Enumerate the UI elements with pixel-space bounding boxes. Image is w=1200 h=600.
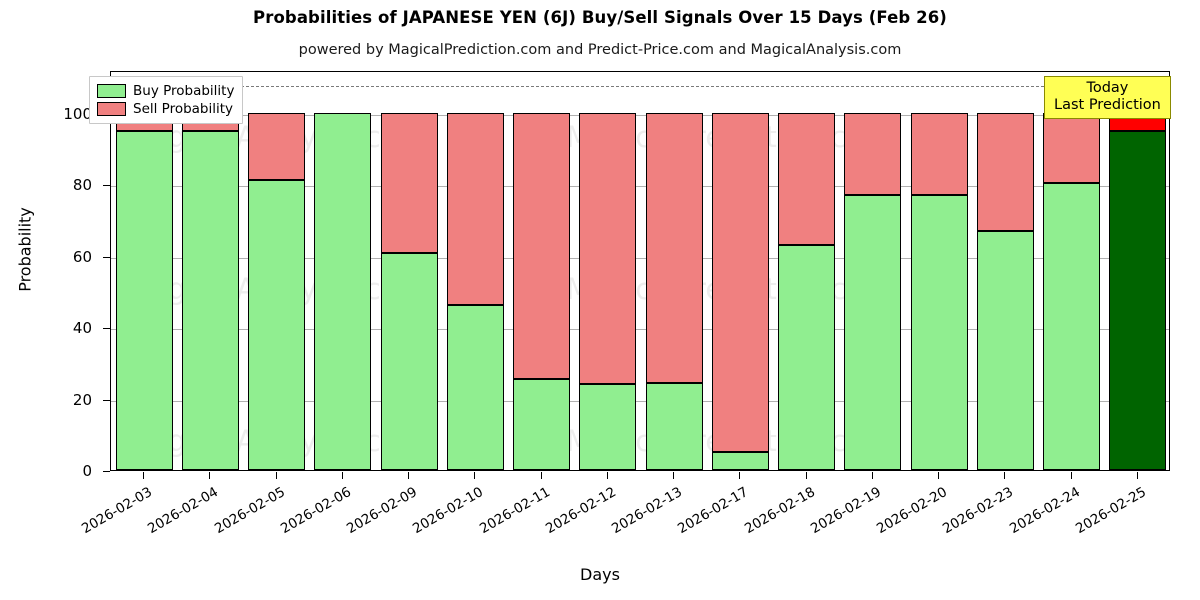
- bar-segment-buy[interactable]: [1043, 182, 1101, 470]
- today-annotation-line2: Last Prediction: [1054, 97, 1161, 114]
- bar-segment-sell[interactable]: [711, 112, 769, 452]
- x-axis-title: Days: [580, 565, 620, 584]
- legend-swatch-buy: [97, 84, 126, 98]
- y-tick-mark: [103, 328, 110, 330]
- legend-item-buy: Buy Probability: [97, 82, 234, 100]
- gridline: [111, 114, 1169, 116]
- y-tick-label: 100: [63, 104, 92, 123]
- bar-segment-buy[interactable]: [248, 179, 306, 470]
- y-tick-mark: [103, 471, 110, 472]
- bar-group[interactable]: [1043, 72, 1101, 470]
- x-tick-mark: [938, 472, 940, 479]
- y-tick-label: 20: [72, 390, 92, 409]
- legend: Buy Probability Sell Probability: [89, 76, 244, 124]
- bar-group[interactable]: [579, 72, 637, 470]
- bar-segment-buy[interactable]: [1109, 130, 1167, 470]
- gridline: [111, 400, 1169, 402]
- bar-segment-buy[interactable]: [181, 130, 239, 470]
- bar-segment-sell[interactable]: [910, 112, 968, 195]
- x-tick-mark: [275, 472, 277, 479]
- bar-segment-buy[interactable]: [976, 230, 1034, 470]
- x-tick-mark: [1136, 472, 1138, 479]
- x-tick-mark: [673, 472, 675, 479]
- bar-segment-sell[interactable]: [645, 112, 703, 383]
- bar-segment-sell[interactable]: [446, 112, 504, 305]
- bar-segment-buy[interactable]: [115, 130, 173, 470]
- x-tick-mark: [341, 472, 343, 479]
- x-tick-mark: [408, 472, 410, 479]
- bar-segment-sell[interactable]: [1043, 112, 1101, 183]
- bar-group[interactable]: [910, 72, 968, 470]
- x-tick-mark: [805, 472, 807, 479]
- gridline: [111, 329, 1169, 331]
- y-axis-ticks: 0 20 40 60 80 100: [0, 0, 110, 600]
- bar-group[interactable]: [976, 72, 1034, 470]
- y-tick-label: 40: [72, 319, 92, 338]
- x-tick-mark: [540, 472, 542, 479]
- bar-group[interactable]: [446, 72, 504, 470]
- legend-swatch-sell: [97, 102, 126, 116]
- reference-dashed-line: [111, 86, 1169, 88]
- y-tick-mark: [103, 185, 110, 187]
- bar-group[interactable]: [1109, 72, 1167, 470]
- bar-segment-buy[interactable]: [579, 383, 637, 470]
- today-annotation-line1: Today: [1086, 80, 1129, 96]
- bar-group[interactable]: [513, 72, 571, 470]
- chart-subtitle: powered by MagicalPrediction.com and Pre…: [298, 42, 902, 58]
- bar-segment-sell[interactable]: [513, 112, 571, 380]
- plot-area: MagicalAnalysis.comMagicalPrediction.com…: [110, 71, 1170, 471]
- legend-label-buy: Buy Probability: [133, 83, 235, 99]
- y-tick-mark: [103, 256, 110, 258]
- legend-item-sell: Sell Probability: [97, 100, 234, 118]
- bar-segment-sell[interactable]: [248, 112, 306, 180]
- bar-group[interactable]: [314, 72, 372, 470]
- bar-group[interactable]: [711, 72, 769, 470]
- bar-segment-buy[interactable]: [645, 382, 703, 470]
- bar-segment-buy[interactable]: [778, 244, 836, 470]
- bar-segment-buy[interactable]: [380, 252, 438, 470]
- y-tick-label: 60: [72, 247, 92, 266]
- bar-segment-sell[interactable]: [844, 112, 902, 195]
- y-tick-label: 80: [72, 176, 92, 195]
- x-tick-mark: [143, 472, 145, 479]
- gridline: [111, 257, 1169, 259]
- bar-group[interactable]: [248, 72, 306, 470]
- bar-segment-buy[interactable]: [711, 451, 769, 470]
- bar-segment-sell[interactable]: [778, 112, 836, 245]
- gridline: [111, 186, 1169, 188]
- bar-segment-buy[interactable]: [844, 195, 902, 470]
- y-tick-label: 0: [82, 462, 92, 480]
- bar-group[interactable]: [380, 72, 438, 470]
- x-tick-mark: [474, 472, 476, 479]
- legend-label-sell: Sell Probability: [133, 101, 234, 117]
- x-tick-mark: [1070, 472, 1072, 479]
- x-tick-mark: [606, 472, 608, 479]
- x-tick-mark: [871, 472, 873, 479]
- bar-segment-buy[interactable]: [513, 379, 571, 470]
- chart-title: Probabilities of JAPANESE YEN (6J) Buy/S…: [253, 8, 947, 27]
- bar-group[interactable]: [778, 72, 836, 470]
- bar-segment-buy[interactable]: [314, 112, 372, 470]
- bar-series: [111, 72, 1169, 470]
- bar-segment-buy[interactable]: [910, 195, 968, 470]
- y-tick-mark: [103, 399, 110, 401]
- today-annotation: Today Last Prediction: [1044, 76, 1171, 120]
- x-tick-mark: [1004, 472, 1006, 479]
- x-tick-mark: [739, 472, 741, 479]
- bar-segment-sell[interactable]: [976, 112, 1034, 231]
- bar-segment-buy[interactable]: [446, 304, 504, 470]
- x-tick-mark: [209, 472, 211, 479]
- y-axis-title: Probability: [15, 207, 35, 292]
- bar-segment-sell[interactable]: [579, 112, 637, 384]
- bar-group[interactable]: [115, 72, 173, 470]
- bar-group[interactable]: [181, 72, 239, 470]
- bar-segment-sell[interactable]: [380, 112, 438, 253]
- bar-group[interactable]: [645, 72, 703, 470]
- bar-group[interactable]: [844, 72, 902, 470]
